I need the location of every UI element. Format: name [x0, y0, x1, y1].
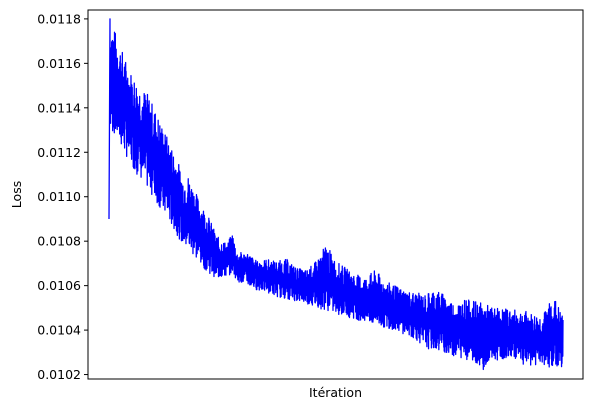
- y-tick-label: 0.0106: [37, 278, 81, 293]
- plot-area: [108, 18, 564, 371]
- y-tick-label: 0.0116: [37, 56, 81, 71]
- y-tick-label: 0.0114: [37, 100, 81, 115]
- y-axis: 0.0102 0.0104 0.0106 0.0108 0.0110 0.0112 0.01…: [37, 11, 88, 382]
- y-tick-label: 0.0110: [37, 189, 81, 204]
- y-tick-label: 0.0102: [37, 367, 81, 382]
- loss-series-line: [108, 18, 564, 371]
- x-axis-label: Itération: [309, 385, 362, 400]
- y-tick-label: 0.0104: [37, 323, 81, 338]
- y-tick-label: 0.0108: [37, 234, 81, 249]
- y-axis-label: Loss: [9, 181, 24, 208]
- y-tick-label: 0.0112: [37, 145, 81, 160]
- axes-frame: [87, 9, 584, 380]
- y-tick-label: 0.0118: [37, 11, 81, 26]
